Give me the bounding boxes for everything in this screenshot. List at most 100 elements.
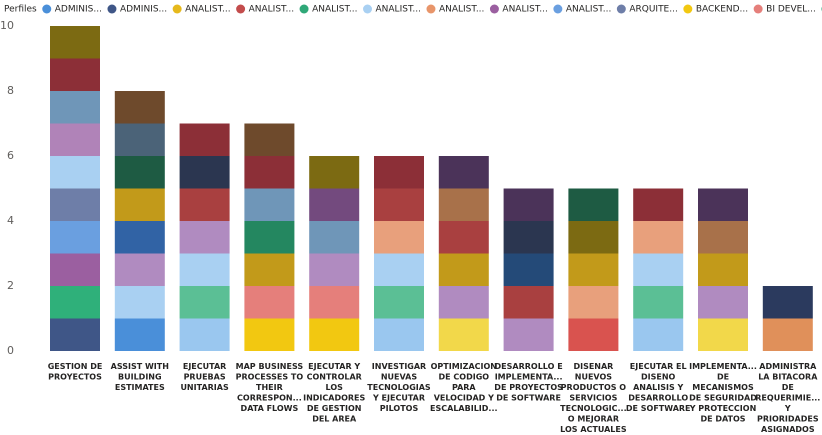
bar-segment — [438, 286, 489, 319]
bar-segment — [309, 156, 360, 189]
bar-segment — [568, 188, 619, 221]
legend-label: ADMINIS... — [55, 5, 102, 15]
x-tick-label: ADMINISTRA LA BITACORA DE REQUERIMIE... Y PRI… — [755, 362, 820, 434]
bar-segment — [698, 318, 748, 351]
bar-segment — [374, 318, 424, 351]
bar-segment — [633, 188, 684, 221]
bar-segment — [114, 253, 165, 286]
legend-label: ANALIST... — [185, 5, 230, 15]
x-tick-label: ASSIST WITH BUILDING ESTIMATES — [111, 362, 169, 392]
bar-segment — [309, 318, 360, 351]
bar-segment — [179, 156, 230, 189]
bar-segment — [568, 286, 619, 319]
y-tick-label: 6 — [7, 149, 14, 162]
bar-segment — [244, 286, 295, 319]
bar-segment — [503, 188, 554, 221]
x-tick-label: DISENAR NUEVOS PRODUCTOS O SERVICIOS TECNOLO… — [560, 362, 627, 434]
bar-segment — [50, 58, 100, 91]
bar-segment — [633, 318, 684, 351]
legend-label: ANALIST... — [249, 5, 294, 15]
legend-label: ADMINIS... — [120, 5, 167, 15]
bar-segment — [633, 221, 684, 254]
x-tick-label: EJECUTAR Y CONTROLAR LOS INDICADORES DE GEST… — [303, 362, 365, 424]
legend-swatch — [107, 4, 117, 14]
bar-segment — [762, 286, 813, 319]
bar-segment — [244, 318, 295, 351]
x-tick-label: EJECUTAR PRUEBAS UNITARIAS — [180, 362, 229, 392]
bar-segment — [374, 156, 424, 189]
y-tick-label: 10 — [0, 19, 14, 32]
bar-segment — [50, 91, 100, 124]
legend-label: ANALIST... — [439, 5, 484, 15]
bar-segment — [438, 221, 489, 254]
bar-segment — [114, 123, 165, 156]
y-tick-label: 4 — [7, 214, 14, 227]
legend-label: ARQUITE... — [629, 5, 678, 15]
x-tick-label: INVESTIGAR NUEVAS TECNOLOGIAS Y EJECUTAR PIL… — [367, 362, 431, 413]
bar-segment — [50, 318, 100, 351]
legend-label: ANALIST... — [566, 5, 611, 15]
bar-segment — [114, 91, 165, 124]
bar-segment — [374, 253, 424, 286]
bar-segment — [698, 221, 748, 254]
bar-segment — [503, 253, 554, 286]
bar-segment — [503, 286, 554, 319]
bar-segment — [114, 286, 165, 319]
bar-segment — [50, 286, 100, 319]
bar-segment — [50, 188, 100, 221]
legend-swatch — [683, 4, 693, 14]
bar-segment — [374, 221, 424, 254]
bar-segment — [179, 188, 230, 221]
bar-segment — [50, 221, 100, 254]
bar-segment — [179, 221, 230, 254]
bar-segment — [633, 286, 684, 319]
bar-segment — [309, 286, 360, 319]
bar-segment — [114, 188, 165, 221]
bar-segment — [244, 253, 295, 286]
legend-swatch — [753, 4, 763, 14]
bar-segment — [50, 156, 100, 189]
bar-segment — [438, 156, 489, 189]
legend-swatch — [553, 4, 563, 14]
legend-swatch — [299, 4, 309, 14]
bar-segment — [244, 123, 295, 156]
bar-segment — [503, 318, 554, 351]
bar-segment — [698, 286, 748, 319]
legend-label: ANALIST... — [312, 5, 357, 15]
bar-segment — [309, 221, 360, 254]
legend-label: ANALIST... — [502, 5, 547, 15]
x-tick-label: IMPLEMENTA... DE MECANISMOS DE SEGURIDAD Y P… — [689, 362, 758, 424]
bar-segment — [309, 253, 360, 286]
bar-segment — [50, 123, 100, 156]
bar-segment — [503, 221, 554, 254]
legend-swatch — [236, 4, 246, 14]
bar-segment — [374, 188, 424, 221]
bar-segment — [568, 253, 619, 286]
legend-label: BI DEVEL... — [766, 5, 816, 15]
legend-label: BACKEND... — [696, 5, 748, 15]
bar-segment — [438, 188, 489, 221]
bar-segment — [179, 123, 230, 156]
legend-swatch — [616, 4, 626, 14]
bar-segment — [114, 318, 165, 351]
legend-swatch — [426, 4, 436, 14]
bar-segment — [114, 156, 165, 189]
bar-segment — [244, 188, 295, 221]
bar-segment — [114, 221, 165, 254]
bar-segment — [568, 221, 619, 254]
x-tick-label: MAP BUSINESS PROCESSES TO THEIR CORRESPON..… — [236, 362, 304, 413]
x-tick-label: EJECUTAR EL DISENO ANALISIS Y DESARROLLO DE … — [626, 362, 691, 413]
bar-segment — [179, 286, 230, 319]
legend-title: Perfiles — [4, 5, 37, 15]
bar-segment — [244, 156, 295, 189]
bar-segment — [438, 253, 489, 286]
bar-segment — [374, 286, 424, 319]
x-tick-label: GESTION DE PROYECTOS — [48, 362, 103, 382]
bar-segment — [179, 318, 230, 351]
legend-swatch — [42, 4, 52, 14]
y-tick-label: 8 — [7, 84, 14, 97]
y-tick-label: 2 — [7, 279, 14, 292]
bar-segment — [309, 188, 360, 221]
bar-segment — [50, 26, 100, 59]
